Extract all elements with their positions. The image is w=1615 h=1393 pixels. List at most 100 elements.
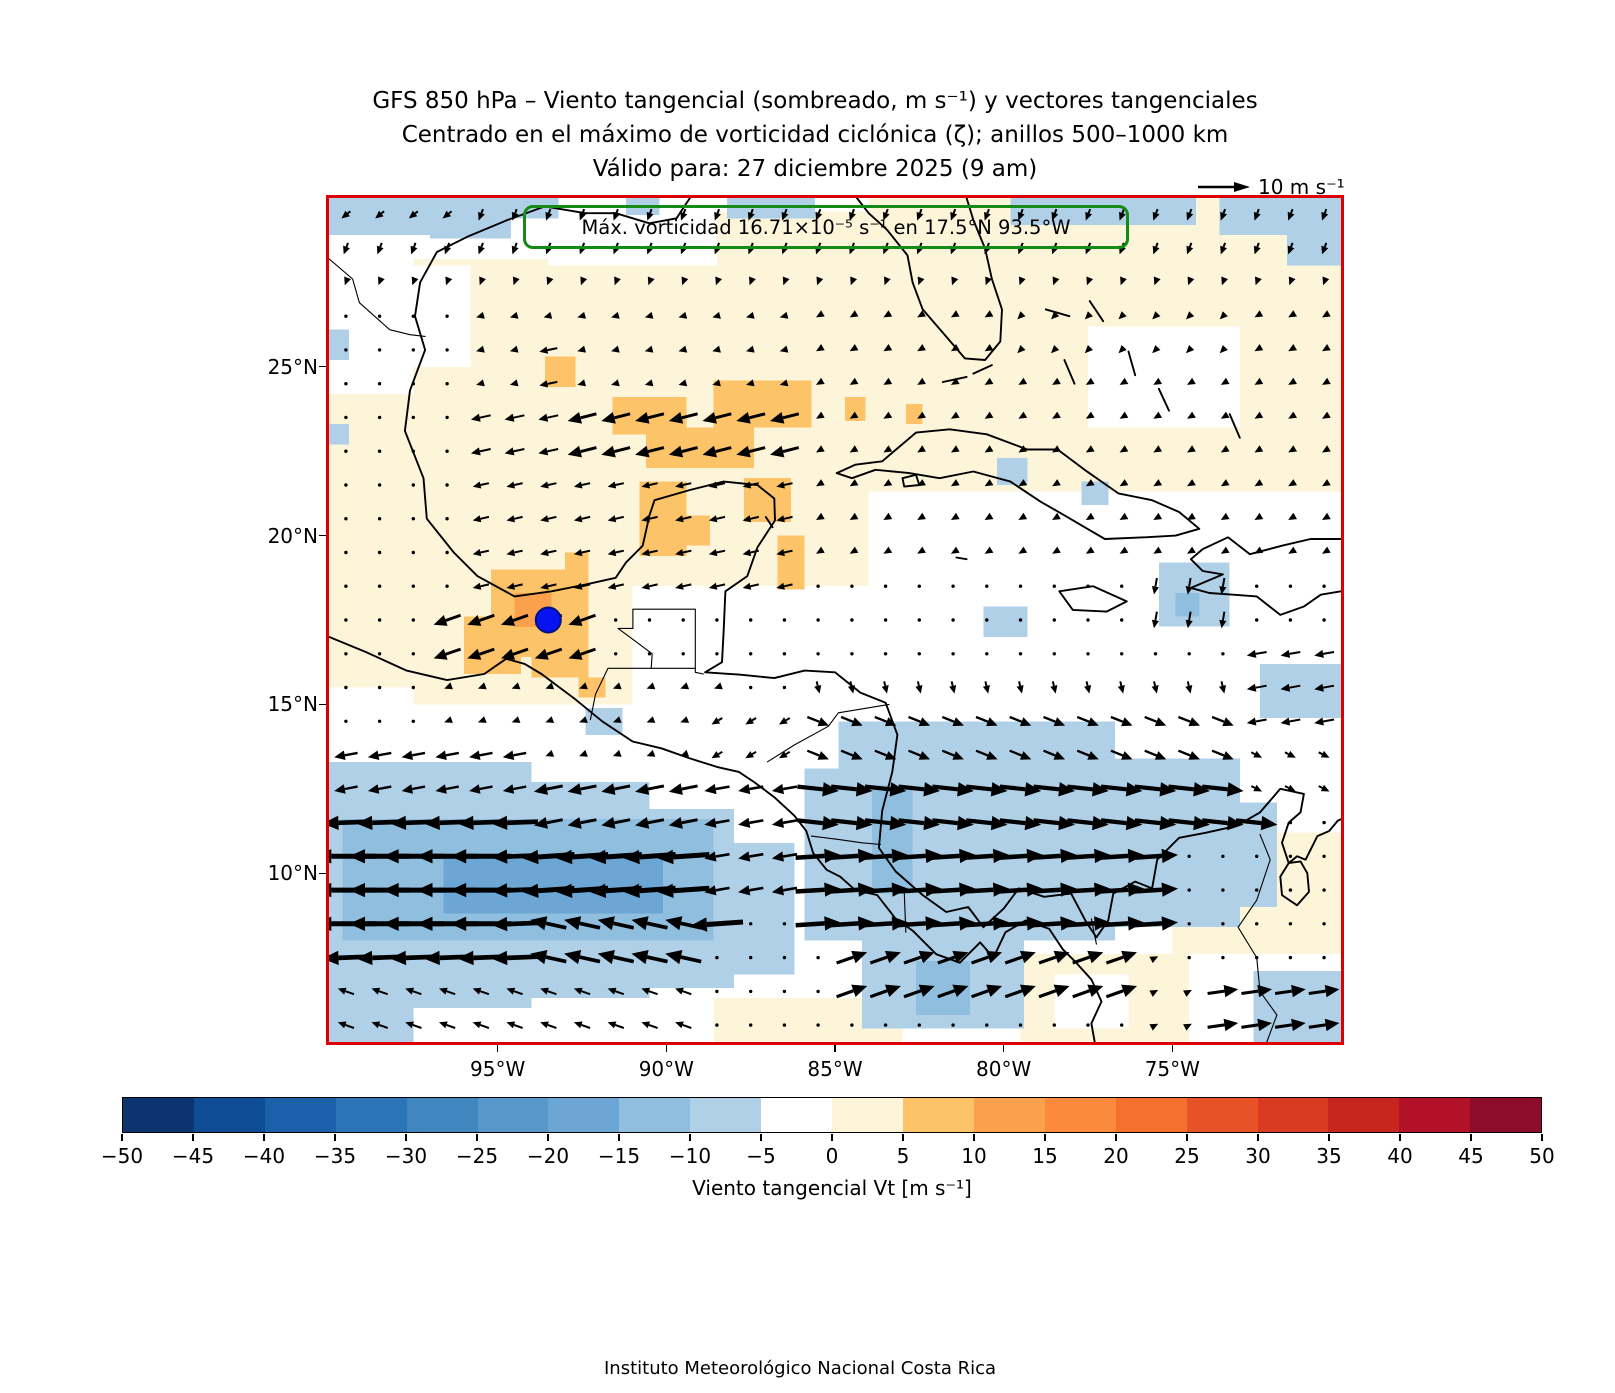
x-tick-label: 80°W <box>976 1057 1032 1081</box>
figure-title-line-2: Centrado en el máximo de vorticidad cicl… <box>401 122 1229 148</box>
shaded-cell <box>1175 593 1200 617</box>
shaded-cell <box>544 356 576 388</box>
colorbar-tick <box>618 1134 620 1141</box>
quiver-layer <box>329 208 1340 1032</box>
colorbar-tick <box>476 1134 478 1141</box>
colorbar-tick-label: −30 <box>384 1144 428 1168</box>
figure-title: GFS 850 hPa – Viento tangencial (sombrea… <box>0 84 1615 186</box>
colorbar-tick <box>831 1134 833 1141</box>
shaded-cell <box>1115 758 1240 928</box>
y-axis-tick <box>319 534 326 537</box>
colorbar-tick-label: 25 <box>1174 1144 1200 1168</box>
colorbar-cell <box>1399 1098 1471 1132</box>
colorbar-tick-label: −20 <box>526 1144 570 1168</box>
figure-title-line-3: Válido para: 27 diciembre 2025 (9 am) <box>592 156 1038 182</box>
x-tick-label: 85°W <box>807 1057 863 1081</box>
colorbar-tick-label: 30 <box>1245 1144 1271 1168</box>
colorbar-tick-label: −15 <box>597 1144 641 1168</box>
x-axis-tick <box>1002 1045 1005 1052</box>
colorbar-cell <box>902 1098 974 1132</box>
coastline-layer-path <box>1189 536 1341 589</box>
map-canvas <box>329 198 1341 1042</box>
colorbar-cell <box>477 1098 549 1132</box>
colorbar-tick <box>192 1134 194 1141</box>
y-tick-label: 15°N <box>267 692 318 717</box>
colorbar-tick-label: 40 <box>1387 1144 1413 1168</box>
colorbar-tick-label: −45 <box>171 1144 215 1168</box>
colorbar-tick <box>1470 1134 1472 1141</box>
coastline-layer-path <box>1063 359 1076 385</box>
colorbar-tick <box>121 1134 123 1141</box>
x-axis-tick <box>834 1045 836 1052</box>
colorbar-cell <box>1044 1098 1116 1132</box>
colorbar-tick-label: −40 <box>242 1144 286 1168</box>
shaded-cell <box>531 657 589 678</box>
colorbar-tick-label: 0 <box>825 1144 839 1168</box>
colorbar-tick <box>1399 1134 1401 1141</box>
colorbar-tick <box>1541 1134 1543 1141</box>
coastline-layer-path <box>955 556 968 561</box>
shaded-cell <box>1081 481 1109 506</box>
coastline-layer-path <box>1088 300 1105 323</box>
colorbar <box>122 1097 1542 1133</box>
shaded-cell <box>329 329 350 361</box>
shaded-cell <box>733 842 795 975</box>
shaded-cell <box>1219 198 1341 236</box>
colorbar-cell <box>1470 1098 1542 1132</box>
shaded-cell <box>713 380 812 428</box>
colorbar-cell <box>335 1098 407 1132</box>
shaded-cell <box>565 552 589 573</box>
colorbar-tick-label: 5 <box>896 1144 910 1168</box>
shaded-cell <box>329 218 454 236</box>
colorbar-tick <box>1115 1134 1117 1141</box>
colorbar-cell <box>619 1098 691 1132</box>
shaded-cell <box>632 606 711 674</box>
vorticity-max-marker <box>534 606 562 634</box>
colorbar-tick <box>405 1134 407 1141</box>
shaded-cell <box>845 397 866 421</box>
colorbar-tick <box>547 1134 549 1141</box>
shaded-cell <box>329 424 350 445</box>
coastline-layer-path <box>1228 413 1241 439</box>
shaded-cell <box>1239 802 1277 907</box>
colorbar-tick-label: −5 <box>746 1144 776 1168</box>
shaded-cell <box>329 198 559 219</box>
colorbar-tick <box>334 1134 336 1141</box>
coastline-layer-path <box>941 375 968 383</box>
colorbar-tick-label: 20 <box>1103 1144 1129 1168</box>
source-caption: Instituto Meteorológico Nacional Costa R… <box>603 1358 997 1379</box>
shaded-cell <box>1243 856 1261 877</box>
quiver-key-arrow-icon <box>1198 182 1250 192</box>
shaded-cell <box>872 785 913 894</box>
shaded-cell <box>646 427 754 469</box>
y-tick-label: 25°N <box>267 354 318 379</box>
colorbar-cell <box>264 1098 336 1132</box>
coastline-layer-path <box>1127 350 1137 377</box>
colorbar-cell <box>193 1098 265 1132</box>
coastline-layer-path <box>1279 860 1310 907</box>
coastline-layer-path <box>1058 585 1128 613</box>
colorbar-tick-label: 15 <box>1032 1144 1058 1168</box>
colorbar-tick-label: 35 <box>1316 1144 1342 1168</box>
colorbar-cell <box>1186 1098 1258 1132</box>
y-axis-tick <box>319 703 326 706</box>
y-axis-tick <box>319 366 326 368</box>
colorbar-tick-label: 45 <box>1458 1144 1484 1168</box>
shaded-cell <box>430 218 512 239</box>
colorbar-tick <box>1044 1134 1046 1141</box>
coastline-layer-path <box>855 198 1003 361</box>
colorbar-cell <box>1328 1098 1400 1132</box>
border-layer-path <box>589 608 704 721</box>
colorbar-tick <box>760 1134 762 1141</box>
shaded-cell <box>905 403 923 425</box>
colorbar-tick <box>1257 1134 1259 1141</box>
colorbar-tick <box>689 1134 691 1141</box>
shaded-cell <box>578 677 606 698</box>
shaded-cell <box>443 856 663 914</box>
y-tick-label: 10°N <box>267 861 318 886</box>
vorticity-annotation-box: Máx. vorticidad 16.71×10⁻⁵ s⁻¹ en 17.5°N… <box>523 205 1129 249</box>
y-tick-label: 20°N <box>267 523 318 548</box>
x-axis-tick <box>665 1045 668 1052</box>
x-tick-label: 75°W <box>1144 1057 1200 1081</box>
